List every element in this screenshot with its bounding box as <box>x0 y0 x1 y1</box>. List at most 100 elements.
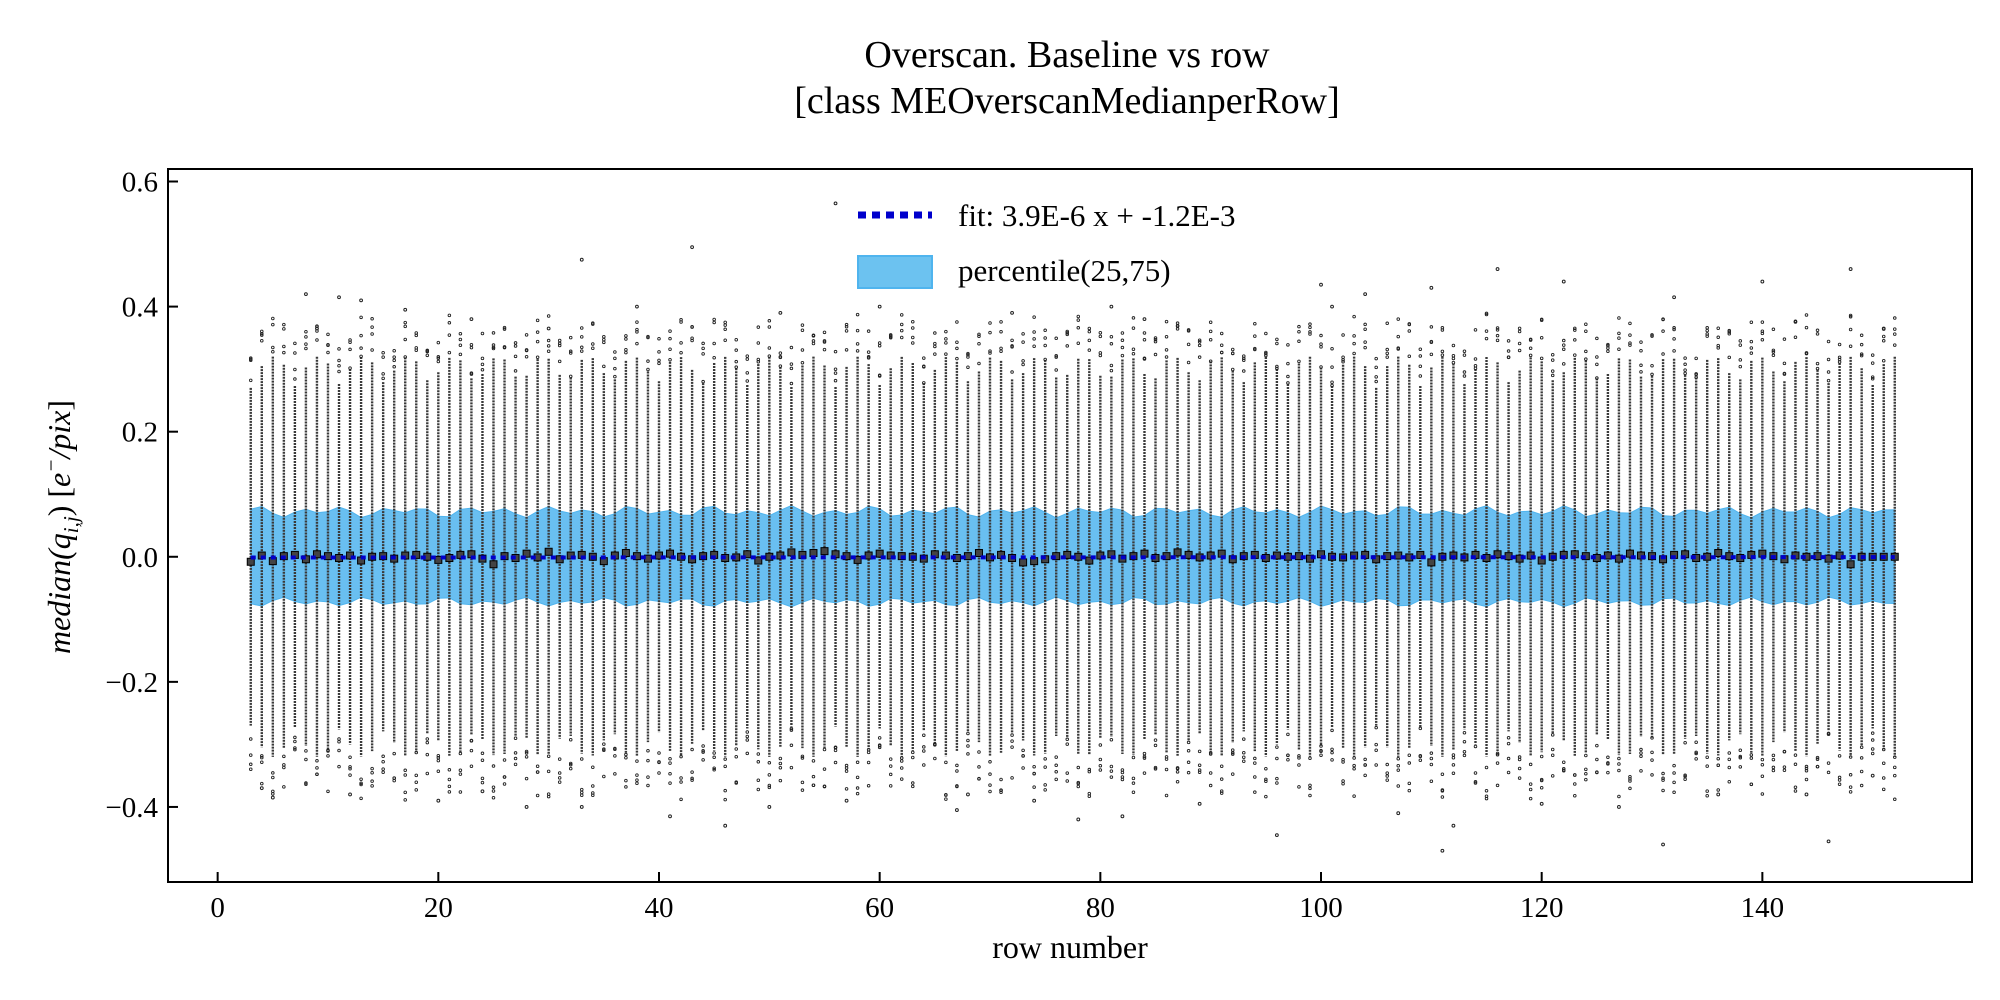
row-point <box>546 344 551 348</box>
row-point <box>1385 355 1389 359</box>
row-point <box>1562 760 1566 765</box>
row-point <box>1396 768 1401 772</box>
outlier-point <box>546 326 551 331</box>
row-point <box>1859 352 1864 356</box>
row-point <box>624 756 628 760</box>
row-point <box>260 760 264 764</box>
row-point <box>1054 777 1058 782</box>
row-point <box>1661 771 1665 776</box>
row-point <box>646 359 650 363</box>
row-point <box>966 353 970 357</box>
row-point <box>1087 326 1092 331</box>
row-scatter-column <box>535 318 540 798</box>
row-point <box>348 773 352 777</box>
median-marker <box>246 557 255 566</box>
row-point <box>370 779 374 783</box>
row-point <box>1738 756 1743 760</box>
row-point <box>546 769 551 774</box>
row-point <box>1539 336 1544 340</box>
row-point <box>1837 782 1842 786</box>
y-tick-label: −0.4 <box>105 792 158 824</box>
row-point <box>1407 753 1412 757</box>
row-point <box>1297 763 1301 767</box>
row-point <box>1826 357 1831 362</box>
row-point <box>591 346 595 351</box>
row-point <box>1341 779 1345 783</box>
row-point <box>635 320 639 324</box>
row-scatter-column <box>425 348 430 776</box>
row-point <box>1385 321 1389 326</box>
row-point <box>1352 794 1356 798</box>
row-point <box>359 346 363 350</box>
row-point <box>392 776 396 780</box>
row-scatter-column <box>568 335 573 771</box>
row-point <box>1385 351 1389 356</box>
row-point <box>1859 783 1864 788</box>
row-point <box>767 319 772 323</box>
row-scatter-column <box>1573 326 1577 798</box>
row-point <box>922 356 926 360</box>
row-point <box>789 366 794 371</box>
row-point <box>822 747 827 752</box>
row-point <box>1793 785 1798 789</box>
row-point <box>1727 779 1732 784</box>
row-point <box>1208 771 1213 775</box>
row-point <box>326 789 330 794</box>
row-point <box>1672 327 1676 332</box>
row-point <box>414 750 419 755</box>
row-point <box>392 349 396 353</box>
row-point <box>1253 347 1257 352</box>
row-point <box>436 340 441 345</box>
row-point <box>1517 757 1522 762</box>
row-point <box>944 797 948 801</box>
row-point <box>1153 339 1158 344</box>
row-point <box>282 350 286 355</box>
median-marker <box>754 556 763 565</box>
row-point <box>293 367 297 372</box>
row-point <box>1683 356 1687 360</box>
row-point <box>1617 336 1621 340</box>
row-point <box>844 787 849 791</box>
row-point <box>513 344 518 348</box>
row-scatter-column <box>1550 353 1555 778</box>
row-point <box>1628 333 1632 337</box>
row-point <box>1517 341 1522 346</box>
row-point <box>1870 738 1875 742</box>
row-point <box>1495 761 1500 765</box>
row-point <box>403 320 407 325</box>
row-point <box>833 760 838 765</box>
row-point <box>613 366 617 371</box>
row-point <box>613 350 617 354</box>
outlier-point <box>348 792 352 797</box>
row-point <box>1771 353 1776 358</box>
row-point <box>635 781 639 786</box>
row-point <box>1109 775 1114 779</box>
row-point <box>1131 316 1136 320</box>
row-point <box>1186 342 1191 347</box>
row-point <box>1650 333 1654 337</box>
row-point <box>1859 745 1864 749</box>
row-point <box>800 754 805 759</box>
row-point <box>1352 767 1356 771</box>
row-point <box>458 337 463 342</box>
row-point <box>888 784 893 788</box>
row-point <box>1275 756 1279 761</box>
row-point <box>1870 361 1875 365</box>
median-marker <box>743 550 752 559</box>
row-point <box>1793 762 1798 767</box>
x-tick-label: 120 <box>1520 892 1564 924</box>
row-point <box>249 767 253 771</box>
row-point <box>524 348 529 352</box>
row-point <box>1308 786 1312 791</box>
row-point <box>1142 754 1147 759</box>
row-point <box>1440 349 1445 354</box>
row-point <box>1628 779 1632 783</box>
row-point <box>359 315 363 320</box>
row-point <box>1242 358 1246 363</box>
row-point <box>999 349 1003 354</box>
outlier-point <box>337 295 341 300</box>
row-point <box>657 358 661 363</box>
row-point <box>1164 355 1169 359</box>
chart-title-line2: [class MEOverscanMedianperRow] <box>794 80 1340 122</box>
row-point <box>1109 334 1114 339</box>
